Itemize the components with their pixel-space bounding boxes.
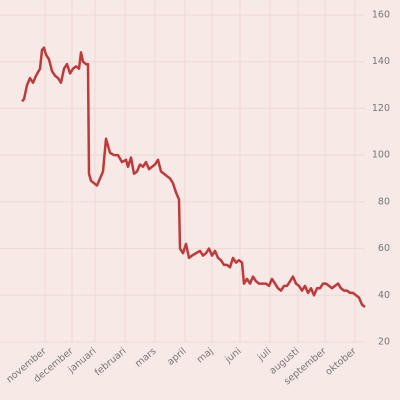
x-tick-label: juli (255, 346, 274, 364)
x-tick-label: oktober (323, 346, 358, 378)
x-tick-label: februari (93, 346, 129, 379)
y-tick-label: 80 (378, 196, 390, 207)
y-tick-label: 20 (378, 337, 390, 348)
line (21, 46, 366, 308)
x-tick-label: maj (195, 346, 216, 366)
y-tick-label: 160 (372, 10, 390, 21)
x-tick-label: april (165, 346, 188, 368)
x-tick-label: juni (222, 346, 243, 366)
y-tick-label: 40 (378, 290, 390, 301)
y-tick-label: 120 (372, 103, 390, 114)
y-tick-label: 140 (372, 56, 390, 67)
y-tick-label: 100 (372, 150, 390, 161)
y-tick-label: 60 (378, 243, 390, 254)
x-tick-label: mars (133, 346, 158, 370)
